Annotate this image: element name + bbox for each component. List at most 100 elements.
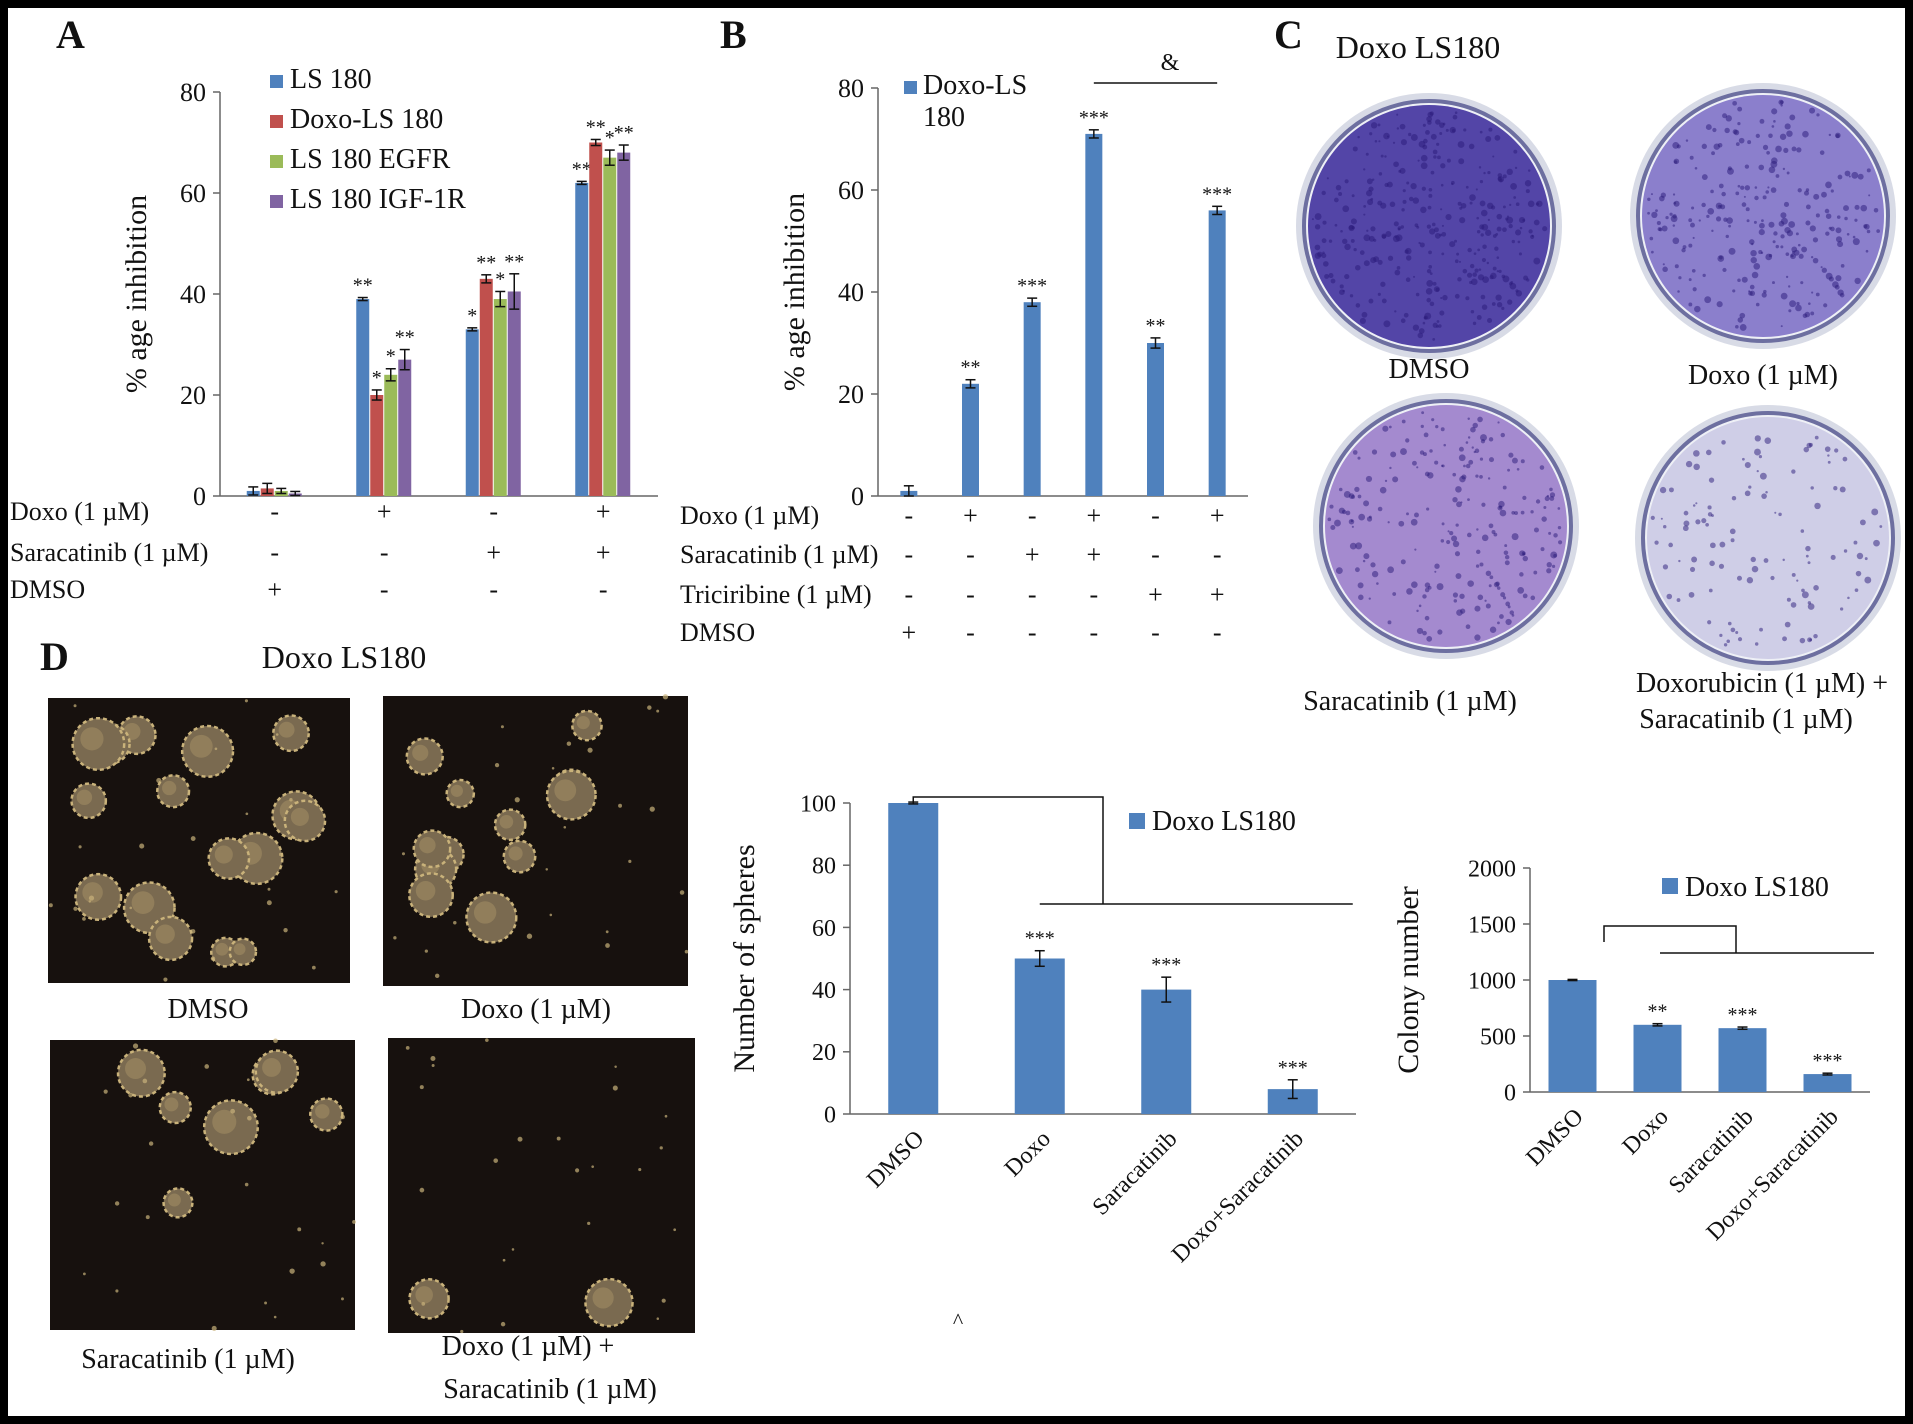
colony-dot	[1357, 135, 1360, 139]
colony-dot	[1751, 565, 1759, 573]
colony-dot	[1830, 226, 1835, 232]
colony-dot	[1701, 202, 1706, 208]
colony-dot	[1672, 237, 1680, 245]
colony-dot	[1805, 220, 1811, 226]
bar	[1548, 980, 1597, 1092]
panel-d-micrographs: DMSO Doxo (1 µM) Saracatinib (1 µM) Doxo (1…	[48, 694, 695, 1405]
colony-dot	[1321, 253, 1327, 259]
colony-dot	[1780, 292, 1788, 300]
colony-dot	[1527, 169, 1531, 172]
colony-dot	[1412, 460, 1417, 466]
significance-label: ***	[1025, 928, 1055, 950]
colony-dot	[1786, 130, 1793, 137]
treatment-mark: -	[1151, 501, 1160, 530]
colony-dot	[1791, 469, 1796, 474]
colony-dot	[1705, 449, 1712, 456]
colony-dot	[1762, 195, 1767, 200]
colony-dot	[1813, 633, 1818, 639]
colony-dot	[1688, 278, 1692, 282]
treatment-mark: +	[486, 538, 501, 567]
colony-dot	[1718, 563, 1725, 569]
bar	[507, 291, 521, 496]
colony-dot	[1435, 119, 1441, 125]
colony-dot	[1522, 593, 1528, 599]
colony-dot	[1382, 425, 1389, 432]
colony-dot	[1434, 563, 1440, 569]
colony-dot	[1809, 225, 1816, 232]
colony-dot	[1840, 263, 1845, 268]
colony-dot	[1454, 259, 1459, 264]
colony-dot	[1355, 303, 1361, 308]
cell-debris	[297, 1227, 302, 1232]
colony-dot	[1707, 207, 1715, 215]
colony-dot	[1748, 485, 1752, 489]
colony-dot	[1479, 475, 1483, 479]
colony-dot	[1479, 200, 1486, 207]
colony-dot	[1502, 174, 1507, 179]
colony-dot	[1749, 239, 1755, 245]
sphere-core	[162, 780, 177, 796]
colony-dot	[1463, 128, 1467, 132]
colony-dot	[1475, 564, 1480, 568]
colony-dot	[1868, 194, 1871, 197]
sphere-core	[80, 727, 104, 751]
colony-dot	[1672, 141, 1680, 149]
colony-dot	[1411, 581, 1418, 589]
colony-dot	[1314, 244, 1321, 251]
colony-dot	[1452, 592, 1459, 598]
colony-dot	[1797, 188, 1802, 193]
colony-dot	[1497, 421, 1500, 424]
colony-dot	[1828, 133, 1832, 137]
colony-dot	[1798, 253, 1804, 259]
cell-debris	[460, 1329, 464, 1334]
colony-dot	[1660, 517, 1663, 520]
legend-label: Doxo LS180	[1685, 872, 1829, 903]
bar	[603, 157, 617, 496]
caret-mark: ^	[953, 1308, 964, 1333]
colony-dot	[1663, 525, 1667, 529]
cell-debris	[190, 836, 196, 841]
colony-dot	[1496, 586, 1501, 590]
colony-dot	[1860, 204, 1868, 212]
colony-dot	[1477, 248, 1481, 252]
colony-dot	[1502, 596, 1507, 600]
colony-dot	[1500, 592, 1506, 598]
colony-dot	[1732, 100, 1737, 106]
colony-dot	[1662, 564, 1669, 570]
colony-dot	[1436, 142, 1440, 146]
colony-dot	[1393, 221, 1399, 227]
colony-dot	[1467, 436, 1471, 439]
cell-debris	[204, 1064, 210, 1069]
cell-debris	[88, 895, 95, 901]
colony-dot	[1395, 234, 1403, 242]
colony-dot	[1417, 332, 1424, 339]
colony-dot	[1402, 189, 1406, 193]
colony-dot	[1371, 178, 1375, 181]
colony-dot	[1788, 221, 1796, 228]
colony-dot	[1406, 181, 1410, 185]
colony-dot	[1728, 224, 1732, 228]
colony-dot	[1452, 114, 1458, 120]
colony-dot	[1749, 290, 1756, 297]
colony-dot	[1515, 229, 1522, 236]
colony-dot	[1553, 553, 1557, 558]
cell-debris	[434, 973, 440, 979]
colony-dot	[1377, 292, 1381, 296]
y-axis-label: Colony number	[1392, 886, 1425, 1074]
colony-dot	[1480, 439, 1486, 444]
colony-dot	[1460, 501, 1463, 504]
colony-dot	[1685, 460, 1693, 468]
significance-label: **	[586, 116, 606, 138]
well-caption: Doxo (1 µM)	[1688, 360, 1838, 391]
colony-dot	[1673, 201, 1677, 205]
colony-dot	[1349, 542, 1357, 550]
colony-dot	[1835, 236, 1843, 243]
cell-debris	[424, 949, 428, 953]
panel-d-title: Doxo LS180	[262, 639, 426, 675]
colony-dot	[1847, 596, 1850, 600]
micrograph-caption: Doxo (1 µM) +	[442, 1331, 615, 1362]
colony-dot	[1363, 553, 1370, 560]
colony-dot	[1396, 266, 1401, 270]
panel-c-title: Doxo LS180	[1336, 29, 1500, 65]
colony-dot	[1522, 218, 1526, 222]
